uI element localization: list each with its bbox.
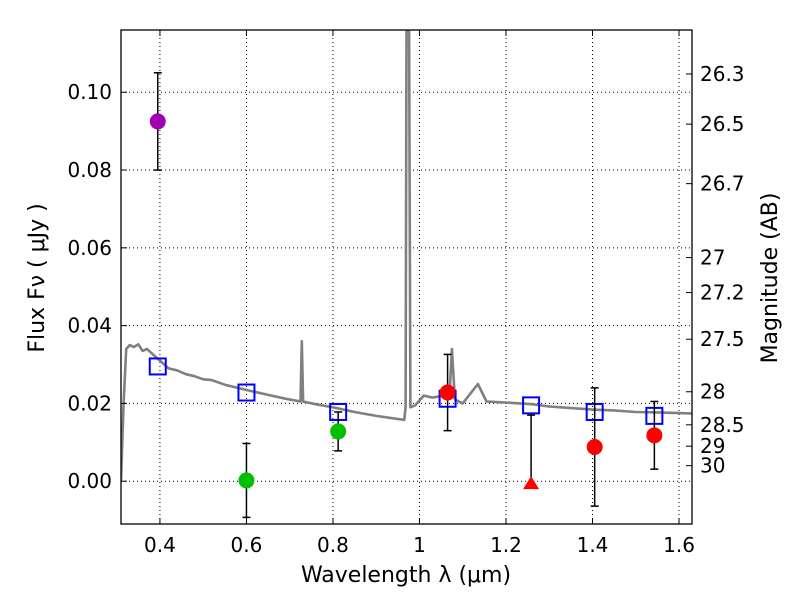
- model-square-marker: [237, 383, 256, 402]
- y-axis-label: Flux Fν ( μJy ): [25, 203, 50, 352]
- y-tick-label: 0.04: [67, 314, 112, 338]
- right-tick-label: 30: [700, 454, 725, 478]
- right-tick-label: 26.7: [700, 172, 745, 196]
- x-tick-label: 0.4: [144, 533, 176, 557]
- y-tick-label: 0.10: [67, 80, 112, 104]
- model-spectrum-line: [121, 30, 692, 482]
- y-tick-label: 0.00: [67, 469, 112, 493]
- axes: 0.4 0.6 0.8 1 1.2 1.4 1.6 0.00 0.02 0.04 0.06 0.08 0…: [67, 29, 745, 557]
- data-point: [439, 384, 456, 401]
- data-point: [646, 427, 663, 444]
- right-tick-label: 27.2: [700, 281, 745, 305]
- data-point: [330, 423, 347, 440]
- data-point: [238, 472, 255, 489]
- model-square-marker: [522, 396, 541, 415]
- plot-frame: [120, 29, 693, 525]
- right-tick-label: 28.5: [700, 413, 745, 437]
- right-tick-label: 27.5: [700, 327, 745, 351]
- right-tick-label: 26.3: [700, 62, 745, 86]
- y-tick-label: 0.06: [67, 236, 112, 260]
- x-tick-label: 1.6: [663, 533, 695, 557]
- y-tick-label: 0.08: [67, 158, 112, 182]
- model-square-marker: [148, 357, 167, 376]
- x-tick-label: 1: [413, 533, 426, 557]
- x-tick-label: 0.8: [317, 533, 349, 557]
- plot-area: [121, 30, 692, 519]
- right-tick-label: 29: [700, 434, 725, 458]
- x-tick-label: 1.2: [490, 533, 522, 557]
- right-tick-label: 28: [700, 380, 725, 404]
- right-tick-label: 26.5: [700, 112, 745, 136]
- right-tick-label: 27: [700, 246, 725, 270]
- x-tick-label: 1.4: [577, 533, 609, 557]
- right-axis-label: Magnitude (AB): [758, 193, 783, 364]
- data-point: [149, 113, 166, 130]
- x-axis-label: Wavelength λ (μm): [301, 563, 511, 588]
- x-tick-label: 0.6: [231, 533, 263, 557]
- y-tick-label: 0.02: [67, 391, 112, 415]
- upper-limit-marker: [523, 476, 540, 490]
- data-point: [586, 438, 603, 455]
